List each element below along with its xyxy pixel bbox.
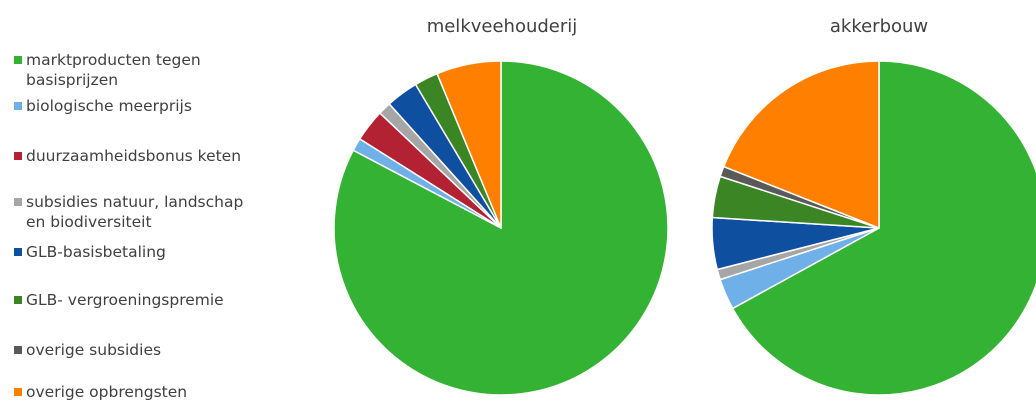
legend-label: biologische meerprijs <box>26 97 192 115</box>
legend-item: biologische meerprijs <box>14 96 304 116</box>
legend-label: marktproducten tegen basisprijzen <box>26 51 201 89</box>
legend-item: overige opbrengsten <box>14 382 304 402</box>
legend-swatch <box>14 346 22 354</box>
legend-swatch <box>14 198 22 206</box>
legend-label: GLB- vergroeningspremie <box>26 291 224 309</box>
pie-slice <box>722 60 880 230</box>
pie-slice <box>436 60 502 229</box>
legend-item: subsidies natuur, landschap en biodivers… <box>14 192 304 232</box>
legend-label: GLB-basisbetaling <box>26 243 166 261</box>
legend-item: GLB-basisbetaling <box>14 242 304 262</box>
legend-item: overige subsidies <box>14 340 304 360</box>
legend-swatch <box>14 388 22 396</box>
legend-item: marktproducten tegen basisprijzen <box>14 50 304 90</box>
legend-label: overige subsidies <box>26 341 162 359</box>
legend-label: overige opbrengsten <box>26 383 188 401</box>
chart-title-akkerbouw: akkerbouw <box>829 16 929 37</box>
legend-swatch <box>14 56 22 64</box>
pie-slice <box>731 60 1036 396</box>
chart-title-melkveehouderij: melkveehouderij <box>426 16 578 37</box>
legend-swatch <box>14 102 22 110</box>
legend-item: GLB- vergroeningspremie <box>14 290 304 310</box>
legend-swatch <box>14 248 22 256</box>
legend-label: subsidies natuur, landschap en biodivers… <box>26 193 244 231</box>
legend-swatch <box>14 152 22 160</box>
legend-item: duurzaamheidsbonus keten <box>14 146 304 166</box>
legend-swatch <box>14 296 22 304</box>
legend-label: duurzaamheidsbonus keten <box>26 147 242 165</box>
